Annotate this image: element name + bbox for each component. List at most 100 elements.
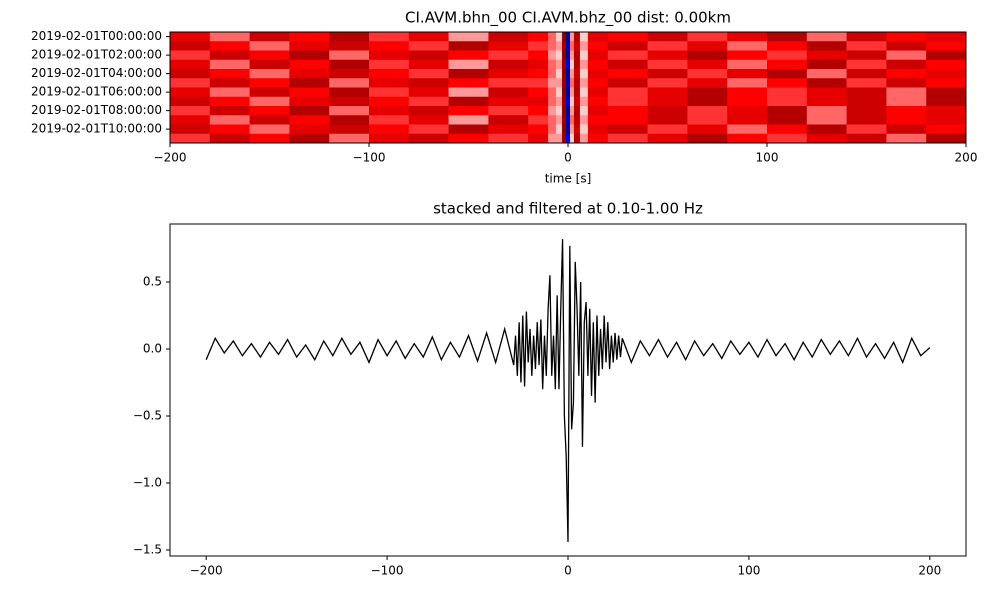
heatmap-cell	[573, 96, 581, 107]
heatmap-cell	[587, 41, 609, 51]
heatmap-cell	[556, 124, 563, 135]
y-tick-label: 2019-02-01T10:00:00	[31, 122, 162, 136]
heatmap-cell	[408, 133, 449, 144]
heatmap-cell	[209, 96, 250, 107]
heatmap-cell	[448, 115, 489, 125]
heatmap-cell	[886, 59, 927, 70]
heatmap-cell	[569, 124, 575, 135]
heatmap-cell	[548, 41, 557, 51]
heatmap-cell	[528, 96, 549, 107]
heatmap-cell	[369, 50, 410, 61]
heatmap-cell	[926, 50, 967, 61]
heatmap-cell	[528, 32, 549, 42]
heatmap-cell	[886, 32, 927, 42]
heatmap-cell	[806, 50, 847, 61]
heatmap-cell	[170, 124, 211, 135]
heatmap-cell	[548, 115, 557, 125]
heatmap-cell	[548, 87, 557, 98]
heatmap-cell	[548, 106, 557, 116]
heatmap-cell	[562, 87, 567, 98]
heatmap-cell	[886, 41, 927, 51]
heatmap-cell	[562, 59, 567, 70]
heatmap-cell	[289, 115, 330, 125]
heatmap-cell	[329, 78, 370, 88]
heatmap-cell	[806, 59, 847, 70]
heatmap-cell	[579, 32, 589, 42]
heatmap-cell	[587, 133, 609, 144]
heatmap-cell	[607, 133, 648, 144]
heatmap-cell	[448, 78, 489, 88]
heatmap-cell	[647, 133, 688, 144]
heatmap-cell	[806, 124, 847, 135]
heatmap-cell	[488, 32, 529, 42]
heatmap-cell	[566, 32, 571, 42]
heatmap-cell	[408, 106, 449, 116]
heatmap-cell	[249, 78, 290, 88]
heatmap-cell	[448, 32, 489, 42]
heatmap-cell	[926, 78, 967, 88]
heatmap-cell	[573, 41, 581, 51]
heatmap-cell	[329, 96, 370, 107]
heatmap-cell	[767, 115, 808, 125]
x-tick-label: 0	[564, 564, 572, 578]
heatmap-cell	[587, 96, 609, 107]
heatmap-cell	[587, 78, 609, 88]
heatmap-cell	[579, 41, 589, 51]
heatmap-cell	[369, 133, 410, 144]
heatmap-cell	[556, 69, 563, 79]
heatmap-cell	[647, 106, 688, 116]
heatmap-cell	[579, 106, 589, 116]
heatmap-cell	[767, 32, 808, 42]
heatmap-cell	[647, 32, 688, 42]
heatmap-cell	[408, 96, 449, 107]
heatmap-cell	[566, 87, 571, 98]
x-tick-label: −200	[154, 151, 187, 165]
heatmap-cell	[886, 124, 927, 135]
heatmap-cell	[767, 87, 808, 98]
heatmap-cell	[408, 59, 449, 70]
x-tick-label: 100	[756, 151, 779, 165]
heatmap-cell	[249, 59, 290, 70]
heatmap-cell	[806, 106, 847, 116]
heatmap-cell	[647, 78, 688, 88]
heatmap-cell	[569, 41, 575, 51]
heatmap-cell	[448, 124, 489, 135]
heatmap-cell	[209, 87, 250, 98]
line-series	[205, 239, 931, 542]
heatmap-cell	[607, 59, 648, 70]
heatmap-cell	[607, 124, 648, 135]
heatmap-cell	[846, 41, 887, 51]
heatmap-cell	[569, 133, 575, 144]
heatmap-cell	[767, 124, 808, 135]
heatmap-cell	[329, 124, 370, 135]
heatmap-cell	[846, 106, 887, 116]
heatmap-cell	[209, 32, 250, 42]
heatmap-cell	[369, 106, 410, 116]
heatmap-cell	[573, 59, 581, 70]
heatmap-cell	[289, 96, 330, 107]
heatmap-cell	[846, 32, 887, 42]
heatmap-cell	[727, 78, 768, 88]
x-axis-label: time [s]	[545, 172, 592, 186]
heatmap-cell	[587, 115, 609, 125]
heatmap-cell	[647, 50, 688, 61]
heatmap-cell	[209, 78, 250, 88]
heatmap-cell	[209, 69, 250, 79]
heatmap-cell	[607, 106, 648, 116]
heatmap-cell	[846, 124, 887, 135]
heatmap-cell	[727, 115, 768, 125]
heatmap-cell	[767, 69, 808, 79]
heatmap-cell	[687, 87, 728, 98]
heatmap-cell	[573, 50, 581, 61]
x-tick-label: 0	[564, 151, 572, 165]
heatmap-cell	[209, 59, 250, 70]
heatmap-cell	[846, 78, 887, 88]
heatmap-cell	[727, 32, 768, 42]
heatmap-cell	[569, 59, 575, 70]
heatmap-cell	[573, 87, 581, 98]
heatmap-cell	[209, 133, 250, 144]
heatmap-cell	[846, 133, 887, 144]
y-tick-label: 2019-02-01T06:00:00	[31, 85, 162, 99]
heatmap-cell	[926, 115, 967, 125]
heatmap-cell	[727, 69, 768, 79]
